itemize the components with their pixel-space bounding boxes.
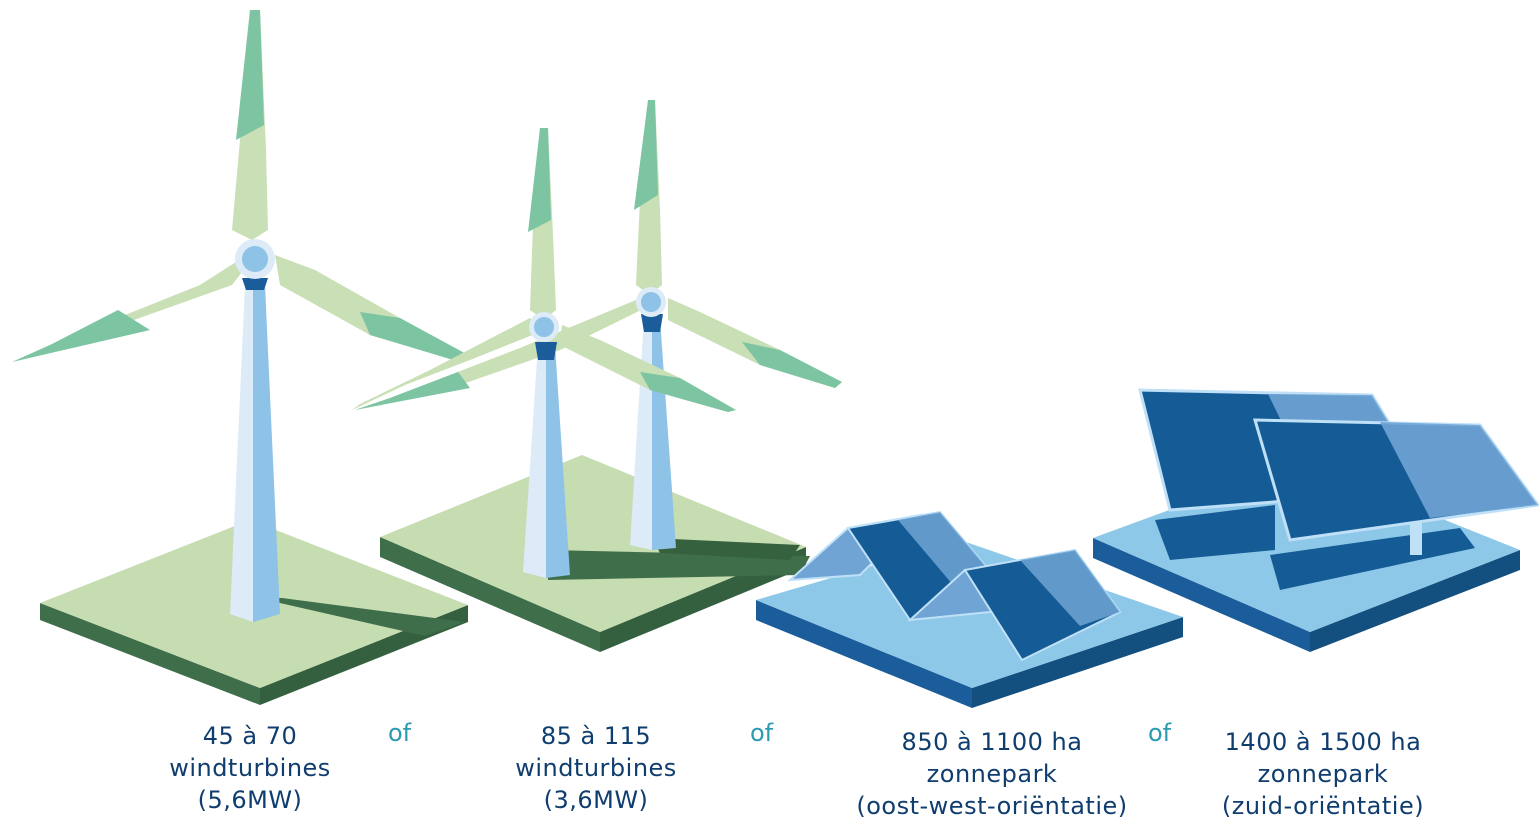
caption-1-spec: (5,6MW) [197,786,303,814]
option-caption-3: 850 à 1100 ha zonnepark (oost-west-oriën… [842,726,1142,822]
wind-turbine-large [12,10,468,622]
caption-3-quantity: 850 à 1100 ha [901,728,1083,756]
wind-turbine-medium-front [352,128,736,578]
caption-4-spec: (zuid-oriëntatie) [1221,792,1425,820]
option-caption-4: 1400 à 1500 ha zonnepark (zuid-oriëntati… [1203,726,1443,822]
caption-2-spec: (3,6MW) [543,786,649,814]
option-caption-1: 45 à 70 windturbines (5,6MW) [130,720,370,816]
solar-panels-east-west [787,510,1122,662]
caption-3-spec: (oost-west-oriëntatie) [856,792,1128,820]
separator-1: of [388,719,412,747]
caption-2-type: windturbines [515,754,677,782]
caption-1-type: windturbines [169,754,331,782]
caption-2-quantity: 85 à 115 [540,722,652,750]
option-caption-2: 85 à 115 windturbines (3,6MW) [476,720,716,816]
caption-1-quantity: 45 à 70 [202,722,298,750]
separator-2: of [750,719,774,747]
grass-platform-medium [380,455,810,652]
solar-panels-south [1138,388,1539,555]
caption-3-type: zonnepark [926,760,1058,788]
separator-3: of [1148,719,1172,747]
caption-4-quantity: 1400 à 1500 ha [1224,728,1422,756]
wind-turbine-medium-rear [355,100,842,550]
caption-4-type: zonnepark [1257,760,1389,788]
